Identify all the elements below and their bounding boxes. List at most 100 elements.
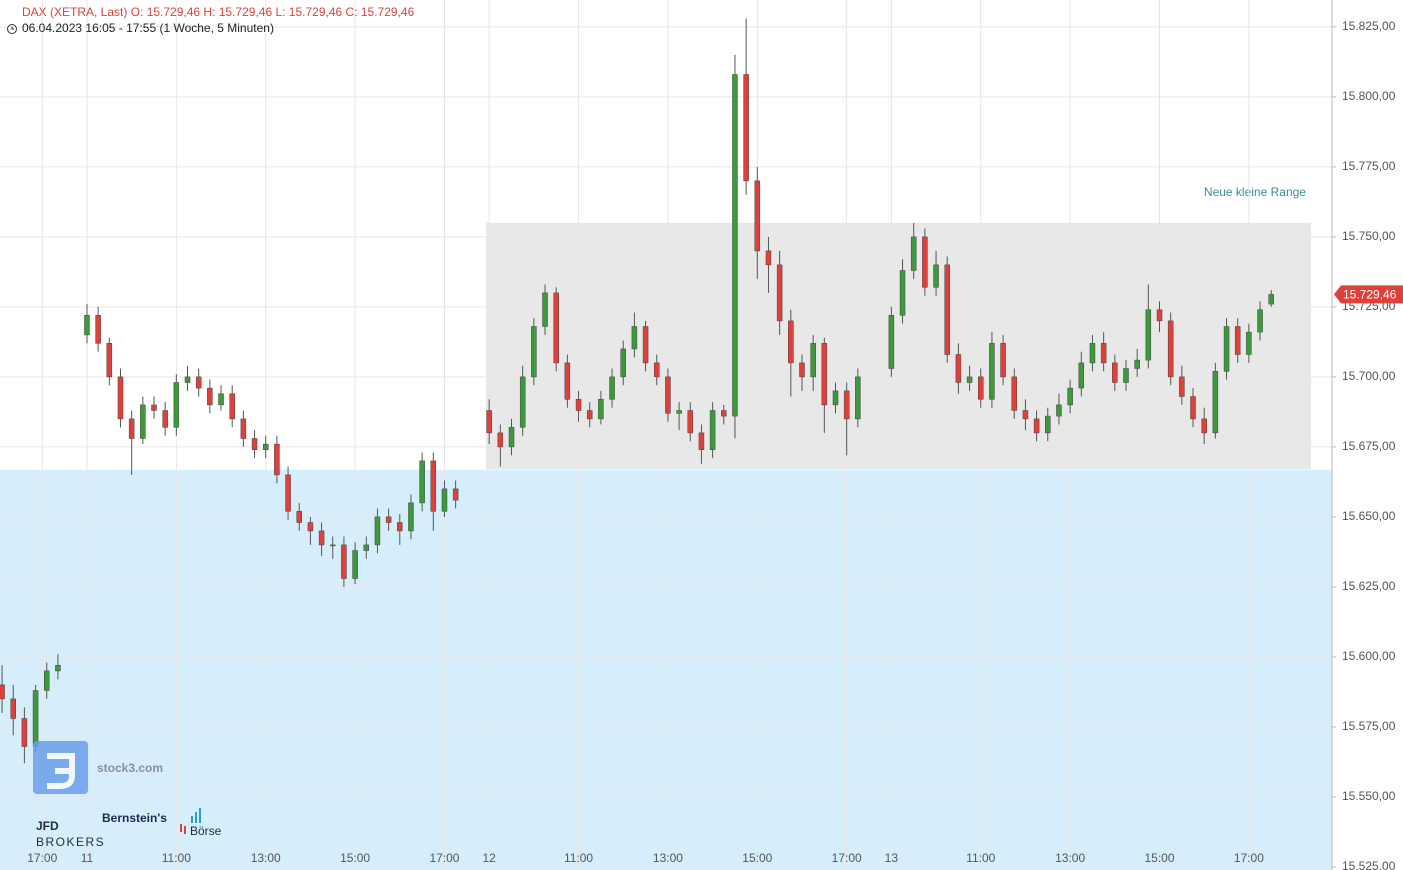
candle-body bbox=[207, 387, 213, 406]
candles bbox=[0, 18, 1274, 764]
candle-body bbox=[1257, 309, 1263, 333]
candle-body bbox=[151, 404, 157, 411]
candle-body bbox=[821, 343, 828, 406]
candle-body bbox=[732, 74, 738, 417]
last-price-label: 15.729,46 bbox=[1343, 288, 1397, 302]
logo-bar bbox=[191, 816, 193, 823]
candle-body bbox=[1045, 415, 1051, 434]
range-box bbox=[486, 222, 1311, 470]
candle-body bbox=[195, 376, 202, 389]
candle-body bbox=[977, 376, 984, 400]
candle-body bbox=[665, 376, 671, 414]
x-tick-label: 11:00 bbox=[564, 851, 593, 865]
candle-body bbox=[117, 376, 124, 420]
y-tick-label: 15.600,00 bbox=[1342, 649, 1396, 663]
logo-bar bbox=[199, 808, 201, 823]
candle-body bbox=[1011, 376, 1018, 411]
candle-body bbox=[788, 320, 794, 364]
x-tick-label: 13:00 bbox=[1055, 851, 1085, 865]
range-label: Neue kleine Range bbox=[1204, 185, 1306, 199]
candle-body bbox=[721, 410, 727, 417]
candle-body bbox=[318, 530, 325, 546]
sponsor-logos: JFD BROKERS Bernstein's Börse bbox=[36, 808, 222, 849]
candle-body bbox=[486, 410, 492, 434]
candle-body bbox=[709, 410, 716, 450]
candle-body bbox=[408, 502, 414, 532]
y-tick-label: 15.650,00 bbox=[1342, 509, 1396, 523]
jfd-sub: BROKERS bbox=[36, 835, 105, 849]
candle-body bbox=[642, 326, 649, 364]
candle-body bbox=[32, 690, 39, 747]
y-tick-label: 15.675,00 bbox=[1342, 439, 1396, 453]
candle-body bbox=[285, 474, 291, 512]
candle-body bbox=[676, 410, 682, 414]
candle-body bbox=[899, 270, 906, 316]
y-tick-label: 15.625,00 bbox=[1342, 579, 1396, 593]
background-layer: Neue kleine Range bbox=[0, 185, 1332, 870]
candle-body bbox=[497, 432, 504, 448]
candle-body bbox=[620, 348, 626, 378]
candle-body bbox=[140, 404, 146, 439]
candle-body bbox=[966, 376, 973, 383]
candle-body bbox=[832, 390, 839, 406]
candle-body bbox=[251, 438, 258, 450]
candle-body bbox=[262, 443, 269, 450]
y-tick-label: 15.825,00 bbox=[1342, 19, 1396, 33]
candle-body bbox=[55, 665, 61, 672]
candle-body bbox=[955, 354, 962, 383]
clock-icon bbox=[7, 24, 17, 34]
candle-body bbox=[430, 460, 437, 512]
candle-body bbox=[43, 670, 50, 691]
candle-body bbox=[933, 264, 939, 288]
grid bbox=[0, 0, 1332, 870]
candle-body bbox=[1212, 371, 1219, 434]
candle-body bbox=[1078, 362, 1085, 389]
y-tick-label: 15.775,00 bbox=[1342, 159, 1396, 173]
candle-body bbox=[1201, 418, 1207, 434]
x-tick-label: 15:00 bbox=[742, 851, 772, 865]
candle-body bbox=[441, 488, 448, 512]
y-tick-label: 15.575,00 bbox=[1342, 719, 1396, 733]
candle-body bbox=[776, 264, 783, 322]
candle-body bbox=[341, 544, 347, 579]
candle-body bbox=[1134, 359, 1140, 369]
candle-body bbox=[754, 180, 761, 252]
candle-body bbox=[296, 511, 302, 523]
candle-body bbox=[1100, 343, 1107, 364]
candle-body bbox=[743, 74, 749, 182]
candle-body bbox=[10, 698, 16, 719]
candle-body bbox=[1190, 396, 1196, 420]
candle-body bbox=[564, 362, 571, 400]
stock3-logo: stock3.com bbox=[33, 741, 163, 794]
boerse-logo: Börse bbox=[190, 824, 222, 838]
candle-body bbox=[542, 292, 548, 327]
chart-title: DAX (XETRA, Last) O: 15.729,46 H: 15.729… bbox=[22, 5, 415, 19]
candle-body bbox=[1123, 368, 1129, 383]
support-zone bbox=[0, 469, 1332, 870]
candle-body bbox=[374, 516, 381, 546]
last-price-tag bbox=[1334, 285, 1403, 304]
x-tick-label: 15:00 bbox=[1144, 851, 1174, 865]
candle-body bbox=[519, 376, 526, 428]
candle-body bbox=[84, 315, 90, 336]
candle-body bbox=[1033, 418, 1040, 434]
candle-body bbox=[363, 544, 370, 551]
logo-glyph bbox=[47, 753, 75, 789]
candle-body bbox=[810, 343, 816, 378]
x-tick-label: 12 bbox=[482, 851, 496, 865]
candle-body bbox=[1000, 343, 1006, 378]
candle-body bbox=[229, 393, 235, 420]
x-tick-label: 17:00 bbox=[429, 851, 459, 865]
y-tick-label: 15.525,00 bbox=[1342, 859, 1396, 870]
y-tick-label: 15.550,00 bbox=[1342, 789, 1396, 803]
candle-body bbox=[765, 250, 772, 266]
candle-body bbox=[274, 443, 280, 476]
chart-subtitle: 06.04.2023 16:05 - 17:55 (1 Woche, 5 Min… bbox=[22, 21, 274, 35]
candle-body bbox=[631, 326, 638, 350]
candle-body bbox=[1179, 376, 1185, 397]
x-tick-label: 17:00 bbox=[27, 851, 57, 865]
candle-body bbox=[586, 410, 593, 420]
candle-body bbox=[553, 292, 559, 364]
candle-body bbox=[944, 264, 950, 355]
